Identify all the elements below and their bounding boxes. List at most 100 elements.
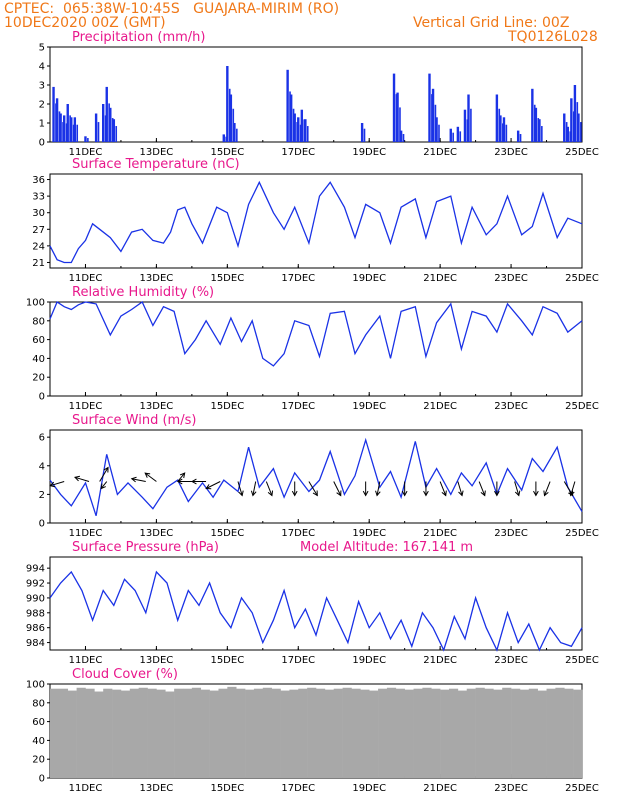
panel-3-wind-arrow [439, 481, 447, 496]
panel-0-bar [115, 126, 118, 142]
panel-4-ylabel: 984 [26, 638, 45, 649]
panel-5-xlabel: 15DEC [210, 783, 244, 794]
panel-3-wind-arrow [478, 481, 486, 496]
panel-3-wind-arrowhead [533, 490, 539, 497]
panel-0-ylabel: 4 [39, 62, 45, 73]
header-date: 10DEC2020 00Z (GMT) [4, 15, 166, 31]
panel-0-bar [233, 123, 236, 142]
panel-0-xlabel: 23DEC [494, 147, 528, 158]
panel-3-wind-arrowhead [130, 476, 137, 483]
panel-4-xlabel: 23DEC [494, 655, 528, 666]
panel-0-bar [399, 130, 403, 142]
panel-0-bar [363, 128, 366, 142]
header-station: CPTEC: 065:38W-10:45S GUAJARA-MIRIM (RO) [4, 1, 340, 17]
panel-3-wind-arrow [177, 472, 186, 482]
panel-5-bar [573, 689, 583, 778]
panel-5-bar [564, 688, 574, 778]
panel-3-wind-arrow [100, 481, 108, 489]
panel-3-wind-arrowhead [291, 490, 298, 497]
panel-4-ylabel: 988 [26, 608, 45, 619]
panel-3-wind-arrowhead [312, 490, 318, 497]
panel-3-wind-arrow [376, 481, 381, 496]
panel-3-wind-arrow [252, 481, 257, 496]
panel-5-bar [50, 688, 60, 778]
panel-4-xlabel: 11DEC [69, 655, 103, 666]
panel-0-ylabel: 3 [39, 81, 45, 92]
panel-5-bar [94, 691, 104, 778]
panel-2-ylabel: 60 [32, 335, 45, 346]
panel-5-bar [360, 689, 370, 778]
panel-3-wind-arrow [514, 481, 520, 496]
panel-1-xlabel: 13DEC [140, 273, 174, 284]
panel-3-wind-arrowhead [569, 490, 575, 497]
panel-5-bar [493, 689, 503, 778]
panel-3-wind-arrow [570, 481, 576, 496]
panel-2-ylabel: 80 [32, 316, 45, 327]
panel-0-bar [289, 94, 293, 142]
panel-3-ylabel: 0 [39, 519, 45, 530]
panel-2-frame [49, 301, 583, 397]
panel-0-bar [94, 113, 98, 142]
panel-2-xlabel: 11DEC [69, 401, 103, 412]
panel-4-ylabel: 986 [26, 623, 45, 634]
panel-5-bar [431, 688, 441, 778]
panel-5-bar [404, 689, 414, 778]
panel-4-xlabel: 15DEC [210, 655, 244, 666]
panel-3-wind-arrowhead [176, 478, 183, 485]
panel-3-wind-arrowhead [441, 490, 447, 497]
panel-5-bar [289, 689, 299, 778]
panel-3-wind-arrow [144, 472, 157, 482]
panel-5-bar [511, 688, 521, 778]
panel-5-bar [546, 688, 556, 778]
panel-0-bar [452, 132, 454, 142]
panel-5-bar [183, 688, 193, 778]
panel-4-xlabel: 21DEC [423, 655, 457, 666]
panel-1-xlabel: 15DEC [210, 273, 244, 284]
panel-0-bar [62, 115, 66, 142]
panel-3-wind-arrowhead [205, 484, 212, 490]
panel-0-bar [563, 113, 566, 142]
panel-3-wind-arrow [333, 481, 342, 496]
panel-0-bar [304, 119, 307, 142]
panel-3-wind-arrowhead [458, 490, 464, 497]
panel-0-bar [573, 85, 577, 142]
panel-0-bar [502, 117, 506, 142]
panel-3-wind-arrowhead [191, 478, 197, 485]
panel-0-bar [236, 128, 238, 142]
panel-0-bar [402, 134, 405, 142]
panel-3-wind-arrowhead [375, 490, 381, 497]
panel-5-bar [386, 687, 397, 778]
panel-0-bar [467, 94, 470, 142]
panel-0-bar [297, 117, 300, 142]
panel-3-wind-arrow [457, 481, 463, 496]
panel-5-bar [422, 687, 432, 778]
panel-5-xlabel: 13DEC [140, 783, 174, 794]
panel-0-bar [70, 117, 73, 142]
panel-5-bar [413, 688, 423, 778]
panel-0-bar [300, 109, 304, 142]
panel-0-bar [109, 107, 112, 142]
panel-0-bar [102, 104, 105, 142]
panel-4-ylabel: 994 [26, 564, 45, 575]
panel-3-wind-arrowhead [401, 490, 408, 497]
panel-1-ylabel: 21 [32, 258, 45, 269]
panel-3-xlabel: 21DEC [423, 528, 457, 539]
panel-5-bar [200, 689, 210, 778]
panel-2-ylabel: 20 [32, 373, 45, 384]
panel-5-ylabel: 40 [32, 736, 45, 747]
panel-5-bar [280, 690, 290, 778]
panel-3-frame [49, 429, 583, 524]
panel-5-ylabel: 60 [32, 717, 45, 728]
panel-3-wind-arrow [265, 481, 273, 496]
panel-0-bar [519, 134, 522, 142]
panel-5-bar [85, 688, 95, 778]
panel-3-xlabel: 25DEC [565, 528, 599, 539]
panel-0-xlabel: 13DEC [140, 147, 174, 158]
panel-0-ylabel: 0 [39, 138, 45, 149]
panel-0-bar [534, 107, 538, 142]
header-run-id: TQ0126L028 [508, 29, 598, 45]
panel-3-wind-arrowhead [49, 481, 56, 488]
panel-1-ylabel: 24 [32, 241, 45, 252]
panel-0-bar [438, 124, 440, 142]
